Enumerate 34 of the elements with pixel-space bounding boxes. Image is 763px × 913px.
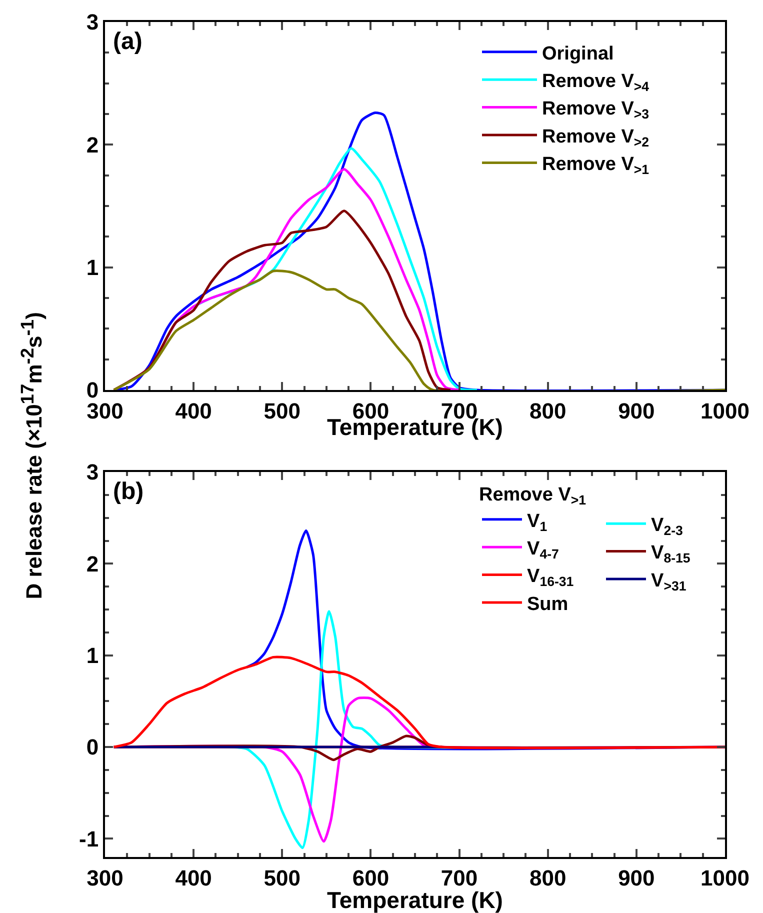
- legend-label: V$_{2-3}$: [651, 514, 683, 538]
- legend-label: Remove V$_{>2}$: [542, 126, 650, 150]
- chart-title: (a): [113, 28, 142, 55]
- x-tick-label: 500: [264, 865, 300, 890]
- legend-label: Remove V$_{>3}$: [542, 98, 650, 122]
- y-tick-label: 3: [86, 10, 99, 35]
- x-tick-label: 400: [175, 865, 212, 890]
- legend-label: V$_{4-7}$: [527, 538, 559, 562]
- x-tick-label: 800: [530, 398, 566, 424]
- chart-title: (b): [113, 478, 144, 505]
- y-tick-label: 1: [86, 255, 99, 280]
- legend-label: Remove V$_{>1}$: [542, 154, 650, 178]
- x-tick-label: 800: [530, 865, 566, 890]
- x-tick-label: 900: [618, 865, 655, 890]
- y-tick-label: 3: [86, 460, 99, 485]
- legend-label: Remove V$_{>4}$: [542, 71, 650, 94]
- y-tick-label: 0: [86, 734, 99, 760]
- x-tick-label: 900: [618, 398, 655, 424]
- legend-label: V$_{>31}$: [651, 570, 687, 594]
- x-tick-label: 500: [264, 398, 300, 424]
- x-tick-label: 400: [175, 398, 212, 424]
- y-tick-label: 2: [86, 132, 99, 158]
- legend-label: V$_{16-31}$: [527, 566, 574, 590]
- legend-label: V$_{8-15}$: [651, 542, 691, 566]
- legend-title: Remove V$_{>1}$: [479, 484, 587, 508]
- x-tick-label: 1000: [700, 865, 750, 890]
- legend-label: Sum: [527, 594, 568, 615]
- y-tick-label: 1: [86, 643, 99, 668]
- y-tick-label: -1: [79, 826, 99, 852]
- x-tick-label: 300: [86, 865, 124, 890]
- x-tick-label: 1000: [700, 398, 750, 424]
- legend-label: Original: [542, 43, 614, 64]
- legend-label: V$_{1}$: [527, 510, 548, 534]
- y-tick-label: 2: [86, 551, 99, 576]
